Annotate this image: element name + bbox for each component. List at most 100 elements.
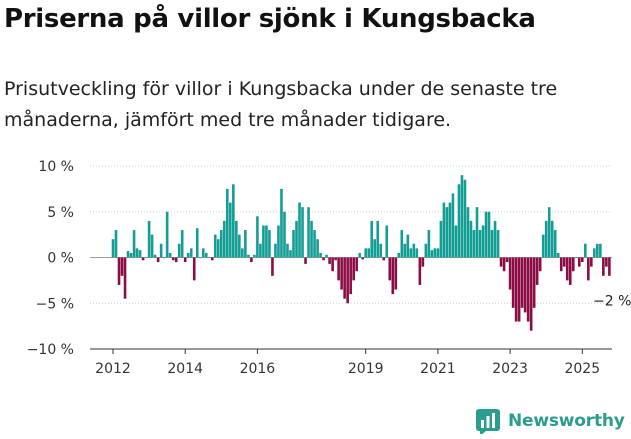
bar <box>286 243 289 258</box>
bar <box>496 230 500 258</box>
bar <box>295 220 298 258</box>
bar <box>349 257 352 295</box>
bar <box>481 225 485 258</box>
x-tick-label: 2025 <box>564 361 600 377</box>
bar <box>331 257 334 272</box>
bar <box>590 257 593 267</box>
bar <box>565 257 569 281</box>
bar <box>256 216 259 258</box>
bar <box>223 220 226 258</box>
bar <box>238 234 241 258</box>
brand-name: Newsworthy <box>508 411 625 431</box>
bar <box>478 230 482 258</box>
bar <box>268 230 271 258</box>
bar <box>442 202 446 258</box>
bar <box>409 248 413 258</box>
bar <box>430 250 434 258</box>
bar <box>568 257 572 285</box>
bar <box>250 257 253 263</box>
x-axis: 2012 2014 2016 2019 2021 2023 2025 <box>90 348 612 377</box>
x-tick-label: 2019 <box>348 361 384 377</box>
bar <box>550 220 554 258</box>
bar <box>298 202 301 258</box>
bar <box>556 252 560 258</box>
bar <box>346 257 349 304</box>
bar <box>198 257 202 259</box>
y-tick-label: 5 % <box>47 205 74 221</box>
bar <box>189 248 193 258</box>
bar <box>340 257 343 290</box>
bar <box>484 211 488 258</box>
bar <box>220 230 223 258</box>
y-tick-label: −5 % <box>36 296 74 312</box>
bar <box>439 220 443 258</box>
bar <box>171 257 175 261</box>
bar <box>388 257 392 281</box>
bar <box>608 257 611 276</box>
bar <box>593 248 596 258</box>
bar <box>247 254 250 258</box>
bar <box>505 257 509 263</box>
bar <box>418 257 422 285</box>
bar <box>605 257 608 267</box>
bar <box>361 257 364 260</box>
bar <box>517 257 521 322</box>
bar <box>466 207 470 258</box>
bar <box>328 257 331 264</box>
bar <box>334 257 337 261</box>
newsworthy-logo-icon <box>476 409 500 434</box>
bar <box>313 230 316 258</box>
bar <box>502 257 506 272</box>
bar <box>602 257 605 276</box>
bar <box>259 243 262 258</box>
bar <box>355 257 358 272</box>
y-tick-label: 0 % <box>47 251 74 267</box>
bar <box>559 257 563 272</box>
bar <box>207 257 211 259</box>
bar <box>596 243 599 258</box>
bar <box>499 257 503 267</box>
bar <box>451 193 455 258</box>
bar <box>132 230 136 258</box>
bar <box>153 254 157 258</box>
bar <box>538 257 542 272</box>
y-axis-labels: −10 % −5 % 0 % 5 % 10 % <box>27 159 74 358</box>
bar <box>183 257 187 263</box>
x-tick-label: 2021 <box>420 361 456 377</box>
bar <box>144 257 148 259</box>
bar <box>581 257 584 263</box>
bar <box>150 234 154 258</box>
bar <box>487 211 491 258</box>
bar <box>403 243 407 258</box>
chart-subtitle: Prisutveckling för villor i Kungsbacka u… <box>4 78 558 131</box>
bar <box>424 243 428 258</box>
bar <box>316 239 319 258</box>
bar <box>493 220 497 258</box>
x-tick-label: 2023 <box>492 361 528 377</box>
bar <box>373 239 377 258</box>
bar <box>358 252 361 258</box>
bar <box>114 230 118 258</box>
bar <box>162 257 166 259</box>
bar <box>307 207 310 258</box>
bar <box>599 243 602 258</box>
bar <box>475 207 479 258</box>
bar <box>235 220 238 258</box>
bar <box>301 207 304 258</box>
bar <box>514 257 518 322</box>
bar <box>584 243 587 258</box>
bar <box>226 188 229 258</box>
bar <box>232 184 235 258</box>
bar <box>587 257 590 281</box>
bar <box>553 230 557 258</box>
bar <box>433 248 437 258</box>
bar <box>520 257 524 308</box>
bar <box>159 243 163 258</box>
bar <box>376 220 380 258</box>
x-tick-label: 2016 <box>240 361 276 377</box>
bar <box>394 257 398 290</box>
bar <box>120 257 124 276</box>
bar <box>490 230 494 258</box>
x-tick-label: 2012 <box>95 361 131 377</box>
